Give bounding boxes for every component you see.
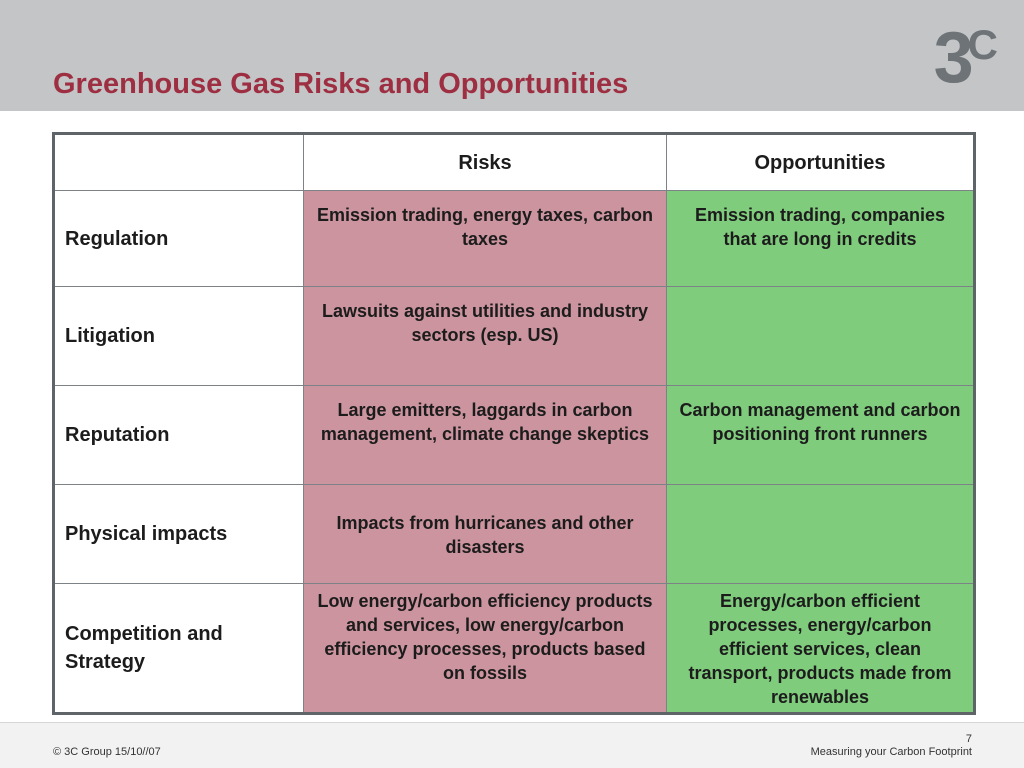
opportunity-cell: Carbon management and carbon positioning… (666, 385, 975, 485)
page-number: 7 (965, 733, 972, 745)
table-row: Physical impacts Impacts from hurricanes… (53, 484, 975, 584)
opportunities-header: Opportunities (666, 133, 975, 191)
risk-cell: Large emitters, laggards in carbon manag… (303, 385, 667, 485)
company-logo: 3C (934, 22, 998, 94)
opportunity-cell (666, 484, 975, 584)
row-category: Physical impacts (53, 484, 304, 584)
risk-cell: Lawsuits against utilities and industry … (303, 286, 667, 386)
presentation-subtitle: Measuring your Carbon Footprint (810, 746, 972, 758)
row-category: Regulation (53, 190, 304, 287)
table-row: Reputation Large emitters, laggards in c… (53, 385, 975, 485)
row-category: Competition and Strategy (53, 583, 304, 714)
risk-cell: Low energy/carbon efficiency products an… (303, 583, 667, 714)
table-row: Litigation Lawsuits against utilities an… (53, 286, 975, 386)
logo-letter: C (967, 21, 998, 68)
risk-cell: Impacts from hurricanes and other disast… (303, 484, 667, 584)
slide-title: Greenhouse Gas Risks and Opportunities (53, 68, 629, 100)
table-row: Competition and Strategy Low energy/carb… (53, 583, 975, 714)
table-row: Regulation Emission trading, energy taxe… (53, 190, 975, 287)
header-band (0, 0, 1024, 111)
opportunity-cell: Energy/carbon efficient processes, energ… (666, 583, 975, 714)
opportunity-cell (666, 286, 975, 386)
row-category: Reputation (53, 385, 304, 485)
corner-header (53, 133, 304, 191)
footer-band (0, 723, 1024, 768)
table-header-row: Risks Opportunities (53, 133, 975, 191)
row-category: Litigation (53, 286, 304, 386)
footer-divider (0, 722, 1024, 723)
risks-opportunities-table: Risks Opportunities Regulation Emission … (52, 132, 976, 715)
copyright-notice: © 3C Group 15/10//07 (53, 746, 161, 758)
logo-digit: 3 (933, 18, 974, 98)
opportunity-cell: Emission trading, companies that are lon… (666, 190, 975, 287)
risk-cell: Emission trading, energy taxes, carbon t… (303, 190, 667, 287)
risks-header: Risks (303, 133, 667, 191)
